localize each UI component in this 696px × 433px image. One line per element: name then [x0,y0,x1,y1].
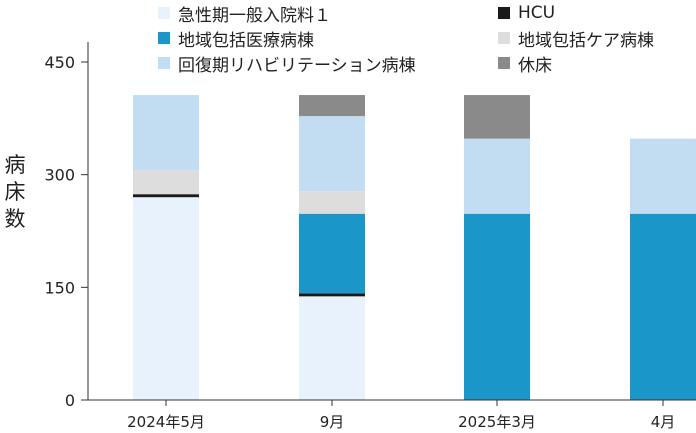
legend-swatch-community-medical [158,32,170,44]
bar-community-care-0 [133,170,199,195]
legend-item-community-medical: 地域包括医療病棟 [158,27,314,51]
legend-swatch-closed [498,57,510,69]
legend-swatch-rehab [158,57,170,69]
legend-swatch-hcu [498,7,510,19]
legend-label-community-medical: 地域包括医療病棟 [178,30,314,51]
legend-item-rehab: 回復期リハビリテーション病棟 [158,52,416,76]
legend-label-hcu: HCU [518,3,556,23]
bar-rehab-3 [630,138,696,214]
legend-item-acute: 急性期一般入院料１ [158,2,331,26]
bar-acute-0 [133,197,199,400]
bar-rehab-2 [464,138,530,214]
y-tick-label-0: 0 [65,391,75,410]
legend-item-community-care: 地域包括ケア病棟 [498,27,654,51]
bar-hcu-1 [299,293,365,297]
legend-label-rehab: 回復期リハビリテーション病棟 [178,55,416,76]
x-tick-label-2: 2025年3月 [458,413,536,431]
x-tick-label-1: 9月 [320,413,345,431]
bar-rehab-0 [133,95,199,171]
legend-item-hcu: HCU [498,2,555,24]
y-axis-title-char-1: 床 [4,180,26,204]
bar-community-medical-2 [464,213,530,400]
y-tick-label-1: 150 [44,278,75,297]
bar-hcu-0 [133,194,199,198]
x-tick-label-0: 2024年5月 [127,413,205,431]
legend-swatch-community-care [498,32,510,44]
legend: 急性期一般入院料１ HCU 地域包括医療病棟 地域包括ケア病棟 回復期リハビリテ… [150,2,696,76]
bar-rehab-1 [299,116,365,192]
legend-item-closed: 休床 [498,52,552,76]
bar-community-medical-3 [630,213,696,400]
y-tick-label-3: 450 [44,53,75,72]
bar-community-medical-1 [299,213,365,294]
bar-closed-1 [299,95,365,117]
y-axis-title-char-2: 数 [4,207,26,231]
legend-label-acute: 急性期一般入院料１ [178,5,331,26]
legend-label-closed: 休床 [518,55,552,76]
y-axis-title: 病床数 [0,152,30,233]
legend-swatch-acute [158,7,170,19]
y-tick-label-2: 300 [44,166,75,185]
bar-acute-1 [299,296,365,400]
y-axis-title-char-0: 病 [4,153,26,177]
x-tick-label-3: 4月 [651,413,676,431]
bar-community-care-1 [299,191,365,214]
legend-label-community-care: 地域包括ケア病棟 [518,30,654,51]
bar-closed-2 [464,95,530,139]
